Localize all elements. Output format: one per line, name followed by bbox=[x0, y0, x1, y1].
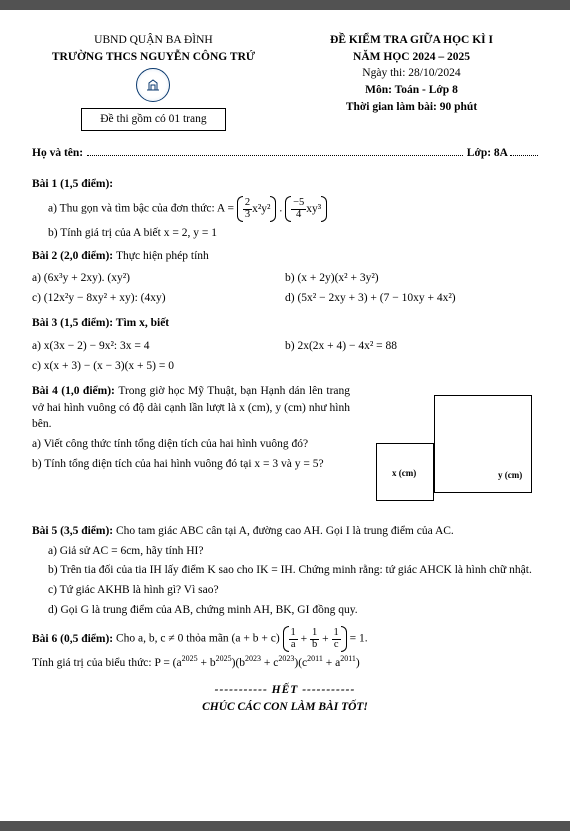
bai1-a: a) Thu gọn và tìm bậc của đơn thức: A = … bbox=[48, 196, 538, 222]
footer-wish: CHÚC CÁC CON LÀM BÀI TỐT! bbox=[32, 699, 538, 716]
bai2-title: Bài 2 (2,0 điểm): bbox=[32, 250, 116, 262]
exam-page: UBND QUẬN BA ĐÌNH TRƯỜNG THCS NGUYỄN CÔN… bbox=[0, 10, 570, 821]
bai1-b: b) Tính giá trị của A biết x = 2, y = 1 bbox=[48, 225, 538, 242]
frac-1c: 1c bbox=[332, 628, 341, 650]
bai6-paren: 1a + 1b + 1c bbox=[283, 626, 347, 652]
bai4-p2: a) Viết công thức tính tổng diện tích củ… bbox=[32, 436, 350, 453]
bai5-title-row: Bài 5 (3,5 điểm): Cho tam giác ABC cân t… bbox=[32, 523, 538, 540]
paren-group-1: 23 x²y² bbox=[237, 196, 277, 222]
bai1: Bài 1 (1,5 điểm): a) Thu gọn và tìm bậc … bbox=[32, 176, 538, 242]
bai4: Bài 4 (1,0 điểm): Trong giờ học Mỹ Thuật… bbox=[32, 383, 538, 517]
bai5-a: a) Giả sử AC = 6cm, hãy tính HI? bbox=[48, 543, 538, 560]
school-line: TRƯỜNG THCS NGUYỄN CÔNG TRỨ bbox=[32, 49, 275, 66]
fraction-m5-4: −54 bbox=[291, 198, 306, 220]
header-left: UBND QUẬN BA ĐÌNH TRƯỜNG THCS NGUYỄN CÔN… bbox=[32, 32, 275, 131]
bai2-d: d) (5x² − 2xy + 3) + (7 − 10xy + 4x²) bbox=[285, 290, 538, 307]
bai3-title: Bài 3 (1,5 điểm): Tìm x, biết bbox=[32, 315, 538, 332]
exam-subject: Môn: Toán - Lớp 8 bbox=[285, 82, 538, 99]
exam-date: Ngày thi: 28/10/2024 bbox=[285, 65, 538, 82]
bai5-b: b) Trên tia đối của tia IH lấy điểm K sa… bbox=[48, 562, 538, 579]
bai5: Bài 5 (3,5 điểm): Cho tam giác ABC cân t… bbox=[32, 523, 538, 618]
bai2-items: a) (6x³y + 2xy). (xy²) b) (x + 2y)(x² + … bbox=[32, 268, 538, 309]
header-right: ĐỀ KIỂM TRA GIỮA HỌC KÌ I NĂM HỌC 2024 –… bbox=[285, 32, 538, 131]
exam-title-2: NĂM HỌC 2024 – 2025 bbox=[285, 49, 538, 66]
footer-het: ----------- HẾT ----------- bbox=[32, 682, 538, 699]
bai2-c: c) (12x²y − 8xy² + xy): (4xy) bbox=[32, 290, 285, 307]
bai5-d: d) Gọi G là trung điểm của AB, chứng min… bbox=[48, 602, 538, 619]
bai3-b: b) 2x(2x + 4) − 4x² = 88 bbox=[285, 338, 538, 355]
frac-1a: 1a bbox=[289, 628, 298, 650]
name-row: Họ và tên: Lớp: 8A bbox=[32, 145, 538, 162]
bai2-title-row: Bài 2 (2,0 điểm): Thực hiện phép tính bbox=[32, 248, 538, 265]
bai6-intro-post: = 1. bbox=[350, 633, 368, 645]
footer: ----------- HẾT ----------- CHÚC CÁC CON… bbox=[32, 682, 538, 715]
bai1-title: Bài 1 (1,5 điểm): bbox=[32, 176, 538, 193]
name-blank-line bbox=[87, 146, 463, 156]
geometry-figure: x (cm) y (cm) bbox=[358, 387, 538, 517]
bai6-intro-pre: Cho a, b, c ≠ 0 thỏa mãn (a + b + c) bbox=[116, 633, 283, 645]
paren-group-2: −54 xy³ bbox=[285, 196, 327, 222]
bai1-a-end: xy³ bbox=[306, 201, 321, 218]
bai6: Bài 6 (0,5 điểm): Cho a, b, c ≠ 0 thỏa m… bbox=[32, 626, 538, 672]
bai4-title: Bài 4 (1,0 điểm): bbox=[32, 385, 118, 397]
bai4-text: Bài 4 (1,0 điểm): Trong giờ học Mỹ Thuật… bbox=[32, 383, 350, 475]
exam-pages-box: Đề thi gồm có 01 trang bbox=[32, 106, 275, 131]
label-y: y (cm) bbox=[498, 469, 522, 482]
bai4-p3: b) Tính tổng diện tích của hai hình vuôn… bbox=[32, 456, 350, 473]
class-label: Lớp: 8A bbox=[467, 145, 508, 162]
bai3-a: a) x(3x − 2) − 9x²: 3x = 4 bbox=[32, 338, 285, 355]
bai2-subtitle: Thực hiện phép tính bbox=[116, 250, 209, 262]
bai2-a: a) (6x³y + 2xy). (xy²) bbox=[32, 270, 285, 287]
district-line: UBND QUẬN BA ĐÌNH bbox=[32, 32, 275, 49]
bai1-a-mid: x²y² bbox=[252, 201, 270, 218]
bai3: Bài 3 (1,5 điểm): Tìm x, biết a) x(3x − … bbox=[32, 315, 538, 377]
header: UBND QUẬN BA ĐÌNH TRƯỜNG THCS NGUYỄN CÔN… bbox=[32, 32, 538, 131]
bai2-b: b) (x + 2y)(x² + 3y²) bbox=[285, 270, 538, 287]
class-blank-line bbox=[510, 146, 538, 156]
bai5-intro: Cho tam giác ABC cân tại A, đường cao AH… bbox=[116, 525, 454, 537]
bai5-title: Bài 5 (3,5 điểm): bbox=[32, 525, 116, 537]
bai4-wrap: Bài 4 (1,0 điểm): Trong giờ học Mỹ Thuật… bbox=[32, 383, 538, 517]
bai6-row1: Bài 6 (0,5 điểm): Cho a, b, c ≠ 0 thỏa m… bbox=[32, 626, 538, 652]
exam-title-1: ĐỀ KIỂM TRA GIỮA HỌC KÌ I bbox=[285, 32, 538, 49]
bai3-c: c) x(x + 3) − (x − 3)(x + 5) = 0 bbox=[32, 358, 538, 375]
name-label: Họ và tên: bbox=[32, 145, 83, 162]
bai1-a-text: a) Thu gọn và tìm bậc của đơn thức: A = bbox=[48, 203, 237, 215]
label-x: x (cm) bbox=[392, 467, 416, 480]
bai6-row2: Tính giá trị của biểu thức: P = (a2025 +… bbox=[32, 655, 538, 672]
school-logo-icon bbox=[136, 68, 170, 102]
bai6-title: Bài 6 (0,5 điểm): bbox=[32, 633, 116, 645]
bai3-items: a) x(3x − 2) − 9x²: 3x = 4 b) 2x(2x + 4)… bbox=[32, 336, 538, 377]
exam-duration: Thời gian làm bài: 90 phút bbox=[285, 99, 538, 116]
frac-1b: 1b bbox=[310, 628, 319, 650]
fraction-2-3: 23 bbox=[243, 198, 252, 220]
bai2: Bài 2 (2,0 điểm): Thực hiện phép tính a)… bbox=[32, 248, 538, 309]
bai5-c: c) Tứ giác AKHB là hình gì? Vì sao? bbox=[48, 582, 538, 599]
